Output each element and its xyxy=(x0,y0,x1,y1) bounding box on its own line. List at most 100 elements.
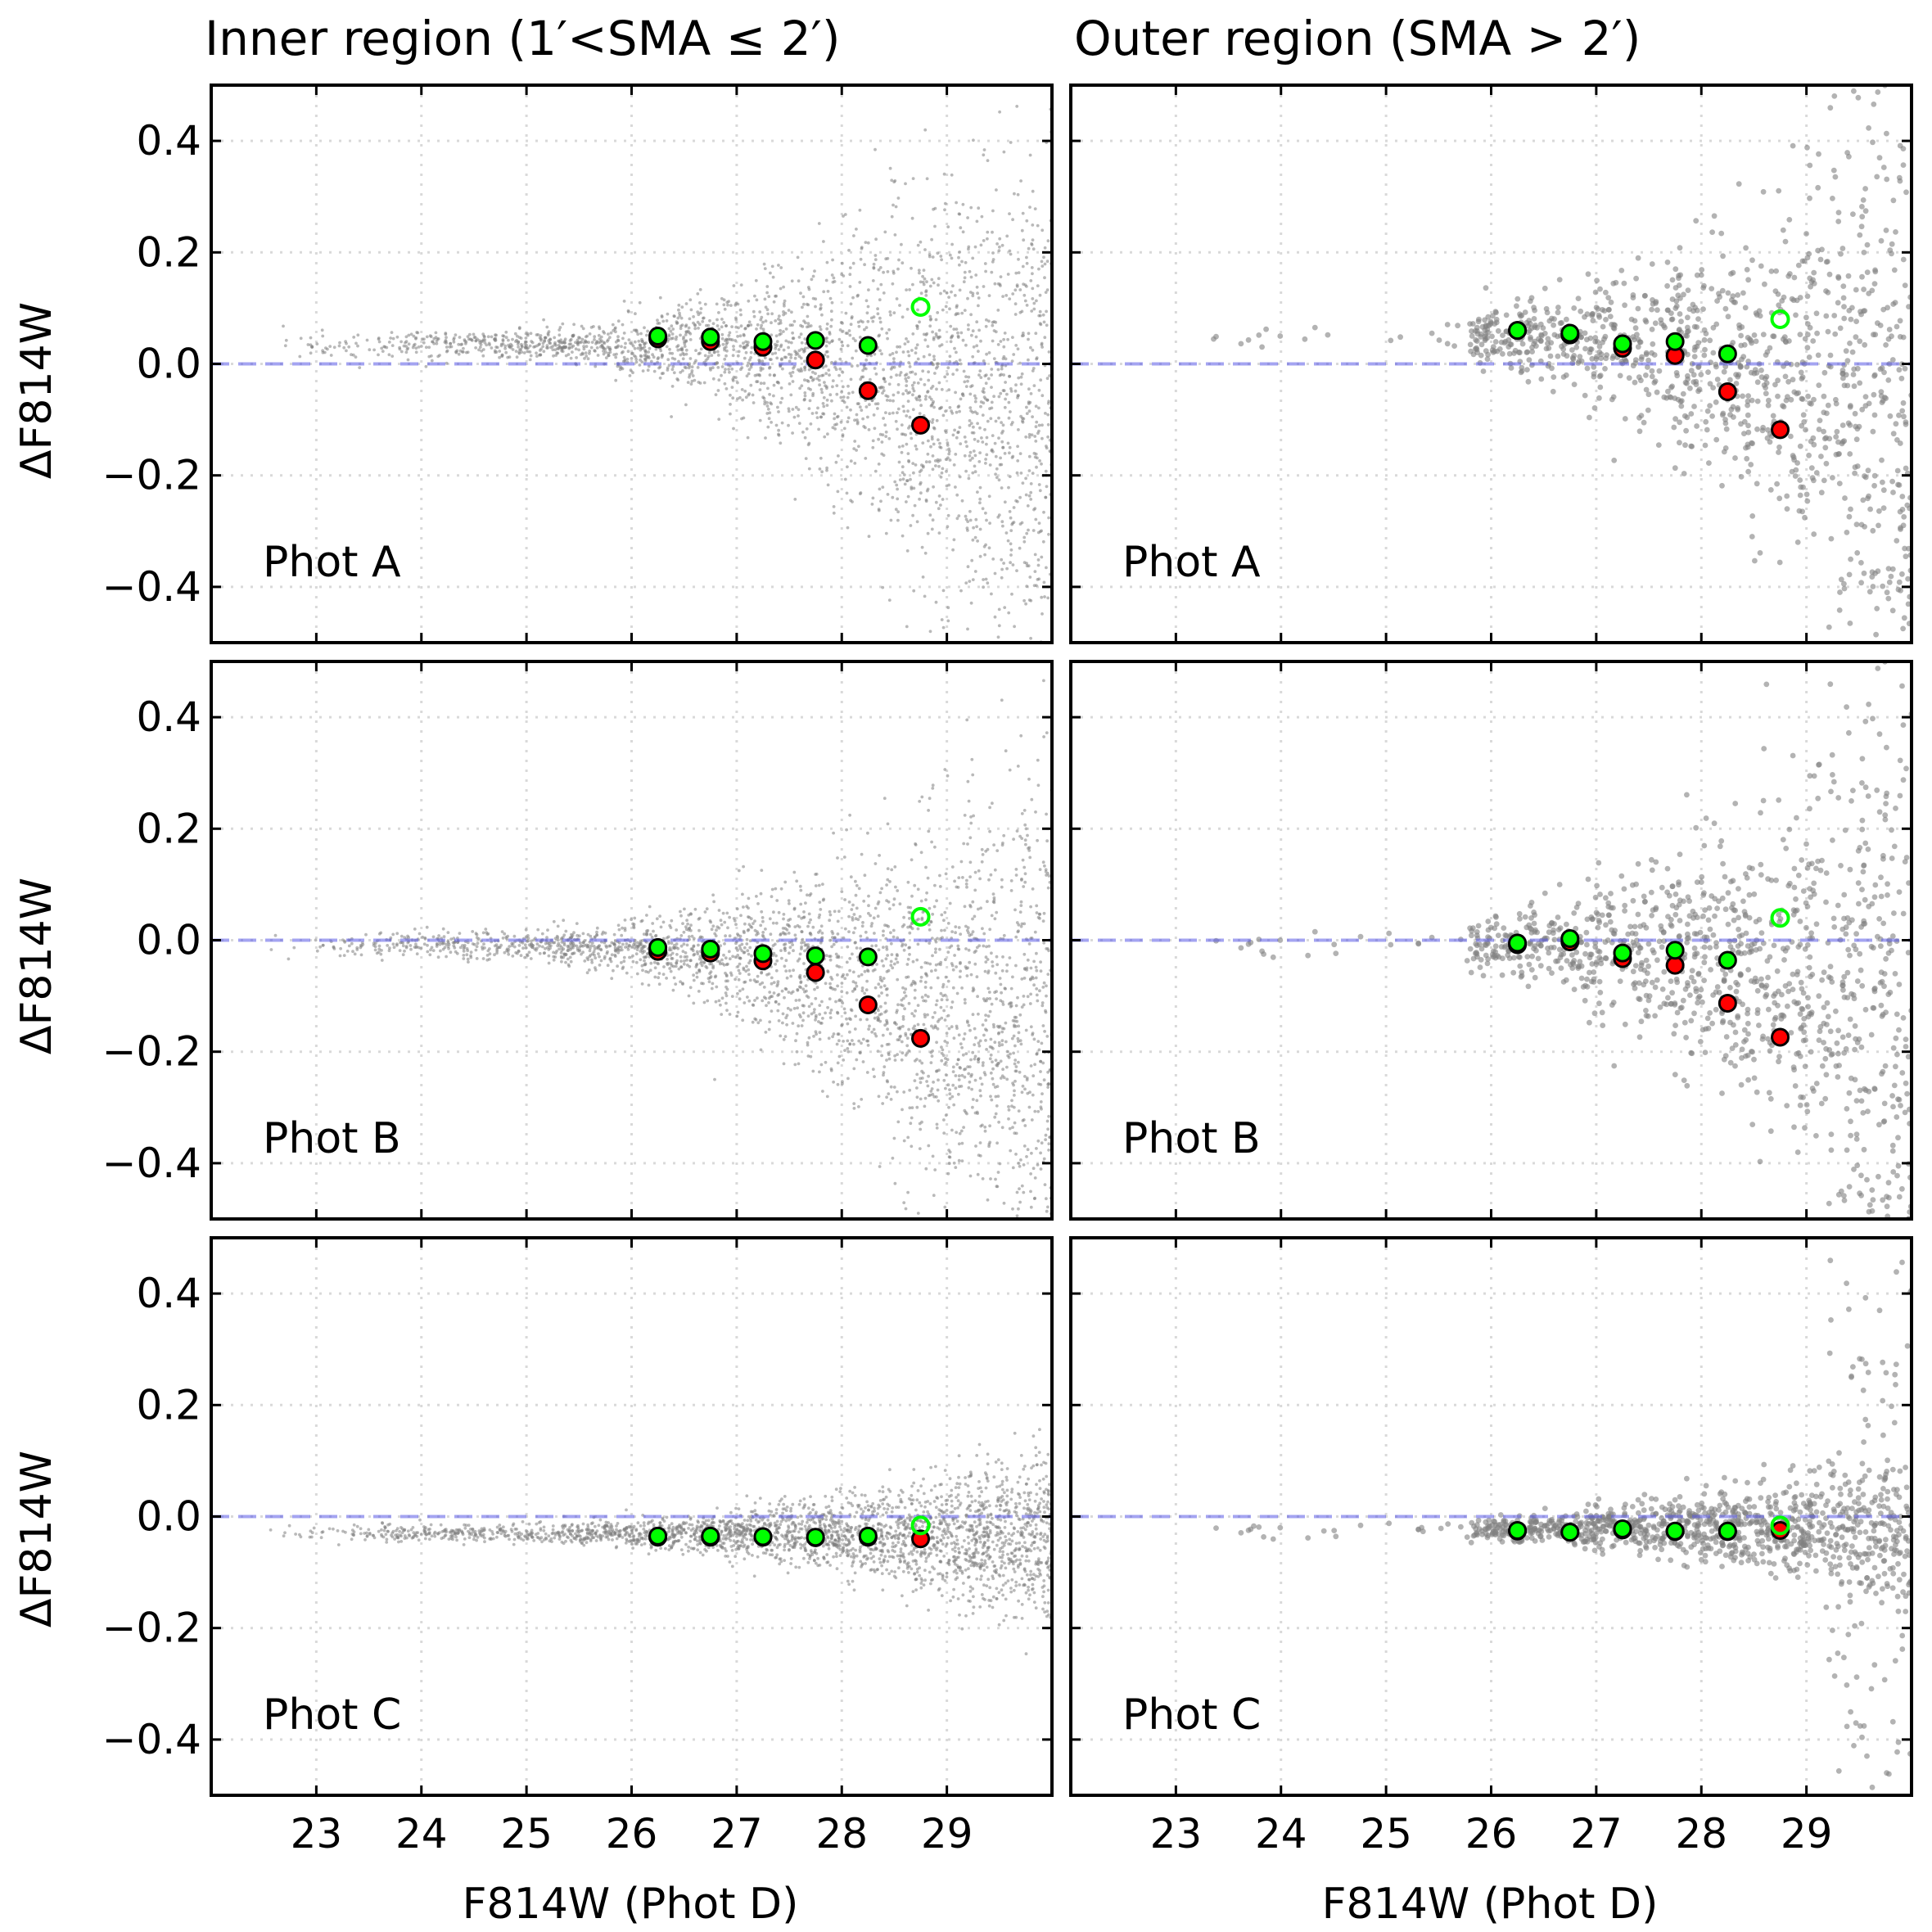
star-point xyxy=(1005,392,1009,396)
star-point xyxy=(866,305,870,309)
star-point xyxy=(1031,348,1035,352)
star-point xyxy=(783,304,786,308)
star-point xyxy=(756,902,760,905)
star-point xyxy=(657,322,661,325)
star-point xyxy=(1034,517,1038,521)
star-point xyxy=(928,797,932,801)
star-point xyxy=(1811,280,1817,287)
star-point xyxy=(941,498,945,501)
star-point xyxy=(445,361,449,365)
star-point xyxy=(970,558,974,562)
star-point xyxy=(1000,421,1003,424)
star-point xyxy=(581,327,585,331)
clipped-mean-point xyxy=(1560,323,1580,343)
star-point xyxy=(1016,347,1020,351)
y-tick-label: 0.0 xyxy=(136,341,201,388)
star-point xyxy=(774,423,779,427)
star-point xyxy=(1784,493,1790,499)
star-point xyxy=(1025,219,1029,223)
star-point xyxy=(1738,332,1745,339)
star-point xyxy=(1883,228,1889,233)
star-point xyxy=(921,576,925,579)
star-point xyxy=(598,337,602,341)
star-point xyxy=(967,1072,971,1076)
star-point xyxy=(422,942,427,946)
star-point xyxy=(1742,305,1749,311)
star-point xyxy=(545,344,549,348)
star-point xyxy=(1860,497,1867,503)
star-point xyxy=(720,1013,724,1016)
star-point xyxy=(1048,1225,1051,1228)
star-point xyxy=(968,454,972,458)
star-point xyxy=(1885,336,1892,342)
star-point xyxy=(1031,189,1035,193)
star-point xyxy=(991,320,995,324)
star-point xyxy=(954,313,958,317)
star-point xyxy=(950,335,954,339)
star-point xyxy=(811,274,815,278)
star-point xyxy=(853,1027,857,1031)
star-point xyxy=(806,380,810,383)
star-point xyxy=(803,378,806,382)
star-point xyxy=(793,933,797,937)
star-point xyxy=(1695,388,1701,395)
star-point xyxy=(731,396,735,400)
star-point xyxy=(962,369,966,373)
star-point xyxy=(1653,299,1659,305)
star-point xyxy=(490,335,494,339)
star-point xyxy=(944,458,948,461)
x-axis-label-inner: F814W (Phot D) xyxy=(463,1880,799,1929)
star-point xyxy=(859,946,862,950)
star-point xyxy=(688,332,693,336)
star-point xyxy=(481,354,485,358)
star-point xyxy=(774,962,777,966)
median-point xyxy=(806,350,825,370)
star-point xyxy=(1031,415,1034,418)
star-point xyxy=(929,317,933,321)
star-point xyxy=(955,368,959,372)
star-point xyxy=(851,931,855,935)
star-point xyxy=(986,230,990,234)
star-point xyxy=(554,354,558,357)
star-point xyxy=(1517,311,1523,318)
star-point xyxy=(1730,293,1736,300)
star-point xyxy=(454,333,458,336)
star-point xyxy=(966,627,969,631)
star-point xyxy=(1043,276,1046,280)
star-point xyxy=(1885,305,1891,311)
star-point xyxy=(1031,297,1035,300)
star-point xyxy=(720,365,724,368)
star-point xyxy=(1021,332,1025,335)
star-point xyxy=(1030,797,1034,801)
star-point xyxy=(1903,553,1909,560)
star-point xyxy=(986,159,990,163)
star-point xyxy=(380,949,383,952)
star-point xyxy=(1779,298,1785,304)
star-point xyxy=(821,365,825,369)
star-point xyxy=(734,318,738,322)
star-point xyxy=(1001,357,1005,360)
star-point xyxy=(1027,1316,1030,1319)
star-point xyxy=(1044,291,1048,294)
star-point xyxy=(769,932,773,937)
star-point xyxy=(1754,481,1760,487)
star-point xyxy=(907,910,911,914)
star-point xyxy=(911,177,915,181)
star-point xyxy=(1606,306,1612,313)
star-point xyxy=(1694,272,1700,278)
star-point xyxy=(595,930,598,934)
star-point xyxy=(901,392,905,396)
star-point xyxy=(1897,178,1903,184)
star-point xyxy=(1037,267,1040,271)
star-point xyxy=(1650,341,1656,347)
star-point xyxy=(576,338,580,342)
star-point xyxy=(997,607,1001,612)
star-point xyxy=(900,1040,904,1044)
star-point xyxy=(576,341,580,345)
star-point xyxy=(1865,467,1871,474)
star-point xyxy=(871,319,875,323)
star-point xyxy=(1027,358,1030,362)
star-point xyxy=(1040,341,1044,345)
star-point xyxy=(616,319,621,323)
star-point xyxy=(1582,330,1588,336)
